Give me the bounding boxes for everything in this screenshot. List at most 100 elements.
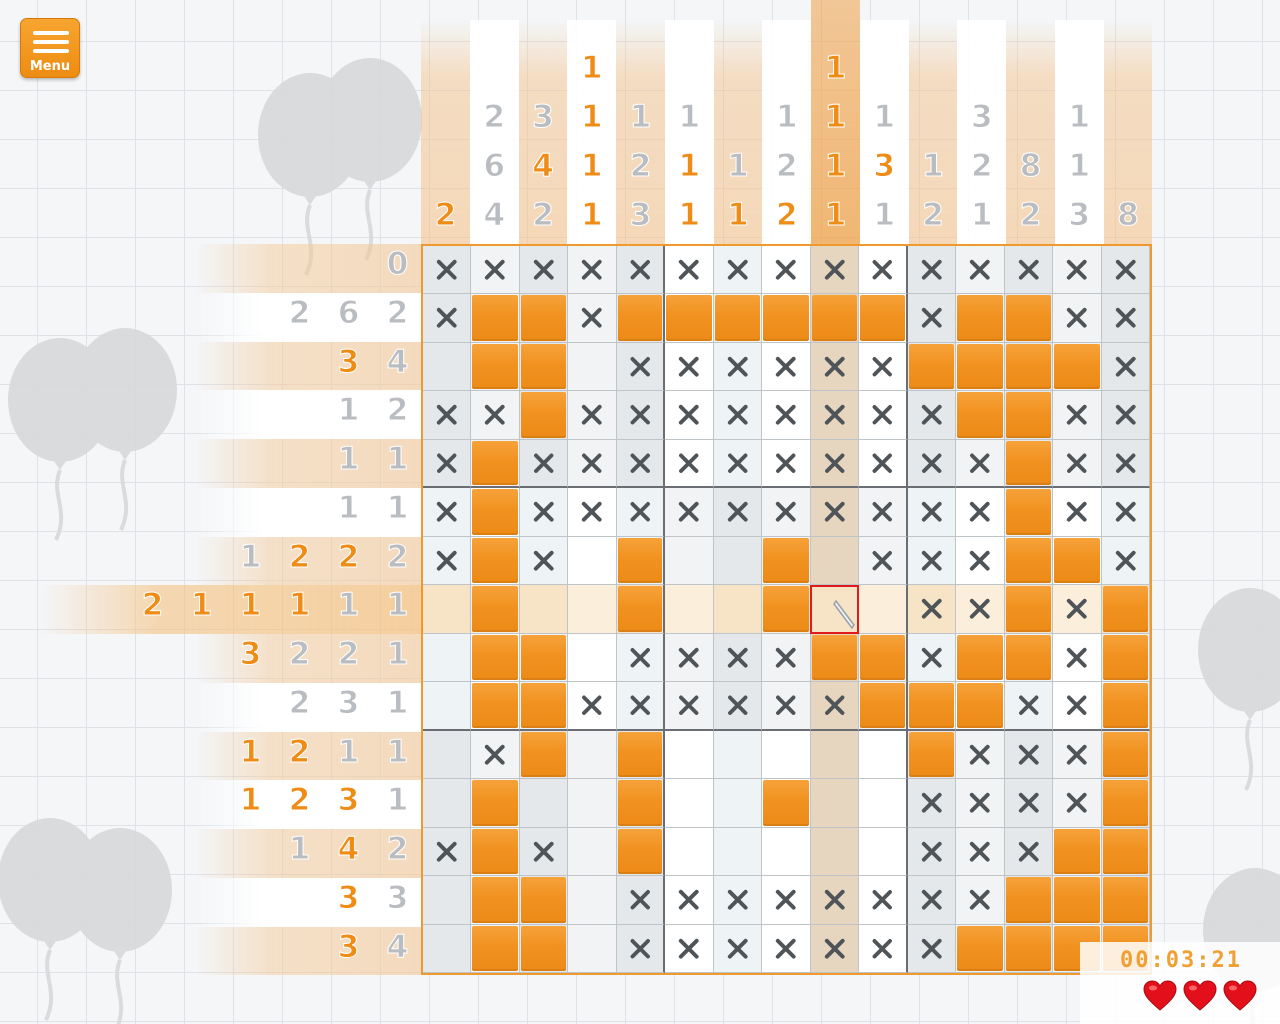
grid-cell[interactable] [423, 876, 472, 925]
grid-cell[interactable] [1101, 730, 1150, 780]
grid-cell[interactable] [665, 730, 714, 780]
grid-cell[interactable] [665, 342, 714, 392]
grid-cell[interactable] [1101, 876, 1150, 925]
grid-cell[interactable] [956, 633, 1005, 683]
grid-cell[interactable] [568, 924, 617, 973]
grid-cell[interactable] [519, 730, 569, 780]
grid-cell[interactable] [616, 924, 666, 973]
grid-cell[interactable] [519, 246, 569, 295]
grid-cell[interactable] [762, 536, 811, 586]
grid-cell[interactable] [713, 342, 763, 392]
grid-cell[interactable] [471, 779, 520, 828]
grid-cell[interactable] [956, 682, 1005, 731]
grid-cell[interactable] [956, 342, 1005, 392]
grid-cell[interactable] [762, 439, 811, 489]
grid-cell[interactable] [665, 391, 714, 440]
grid-cell[interactable] [471, 536, 520, 586]
grid-cell[interactable] [713, 779, 763, 828]
grid-cell[interactable] [907, 827, 957, 877]
grid-cell[interactable] [471, 294, 520, 343]
grid-cell[interactable] [956, 827, 1005, 877]
grid-cell[interactable] [907, 585, 957, 634]
grid-cell[interactable] [616, 536, 666, 586]
grid-cell[interactable] [956, 876, 1005, 925]
grid-cell[interactable] [568, 294, 617, 343]
grid-cell[interactable] [616, 246, 666, 295]
grid-cell[interactable] [1053, 827, 1102, 877]
grid-cell[interactable] [762, 246, 811, 295]
grid-cell[interactable] [713, 488, 763, 537]
menu-button[interactable]: Menu [20, 18, 80, 78]
grid-cell[interactable] [859, 488, 908, 537]
grid-cell[interactable] [1053, 391, 1102, 440]
grid-cell[interactable] [1004, 585, 1054, 634]
grid-cell[interactable] [519, 391, 569, 440]
grid-cell[interactable] [471, 682, 520, 731]
grid-cell[interactable] [616, 342, 666, 392]
grid-cell[interactable] [665, 633, 714, 683]
grid-cell[interactable] [1101, 342, 1150, 392]
grid-cell[interactable] [810, 439, 860, 489]
grid-cell[interactable] [956, 294, 1005, 343]
grid-cell[interactable] [1004, 924, 1054, 973]
grid-cell[interactable] [762, 585, 811, 634]
grid-cell[interactable] [616, 682, 666, 731]
grid-cell[interactable] [762, 779, 811, 828]
grid-cell[interactable] [713, 682, 763, 731]
grid-cell[interactable] [568, 730, 617, 780]
grid-cell[interactable] [568, 682, 617, 731]
grid-cell[interactable] [810, 730, 860, 780]
grid-cell[interactable] [1101, 294, 1150, 343]
grid-cell[interactable] [471, 488, 520, 537]
grid-cell[interactable] [616, 488, 666, 537]
grid-cell[interactable] [1053, 633, 1102, 683]
grid-cell[interactable] [423, 730, 472, 780]
grid-cell[interactable] [762, 876, 811, 925]
grid-cell[interactable] [1053, 682, 1102, 731]
grid-cell[interactable] [859, 682, 908, 731]
grid-cell[interactable] [1101, 779, 1150, 828]
grid-cell[interactable] [713, 246, 763, 295]
grid-cell[interactable] [665, 439, 714, 489]
grid-cell[interactable] [519, 585, 569, 634]
grid-cell[interactable] [907, 682, 957, 731]
grid-cell[interactable] [1053, 779, 1102, 828]
grid-cell[interactable] [810, 682, 860, 731]
grid-cell[interactable] [810, 246, 860, 295]
grid-cell[interactable] [665, 924, 714, 973]
grid-cell[interactable] [568, 439, 617, 489]
grid-cell[interactable] [956, 924, 1005, 973]
grid-cell[interactable] [1004, 439, 1054, 489]
grid-cell[interactable] [956, 779, 1005, 828]
grid-cell[interactable] [859, 633, 908, 683]
grid-cell[interactable] [810, 924, 860, 973]
grid-cell[interactable] [810, 779, 860, 828]
grid-cell[interactable] [859, 246, 908, 295]
grid-cell[interactable] [519, 827, 569, 877]
grid-cell[interactable] [1101, 585, 1150, 634]
grid-cell[interactable] [519, 924, 569, 973]
grid-cell[interactable] [956, 439, 1005, 489]
grid-cell[interactable] [859, 342, 908, 392]
grid-cell[interactable] [1004, 827, 1054, 877]
grid-cell[interactable] [616, 439, 666, 489]
grid-cell[interactable] [423, 342, 472, 392]
grid-cell[interactable] [1004, 536, 1054, 586]
grid-cell[interactable] [568, 391, 617, 440]
grid-cell[interactable] [519, 876, 569, 925]
grid-cell[interactable] [471, 876, 520, 925]
grid-cell[interactable] [519, 342, 569, 392]
grid-cell[interactable] [519, 682, 569, 731]
grid-cell[interactable] [568, 585, 617, 634]
grid-cell[interactable] [1053, 536, 1102, 586]
grid-cell[interactable] [471, 342, 520, 392]
grid-cell[interactable] [1101, 827, 1150, 877]
grid-cell[interactable] [519, 439, 569, 489]
grid-cell[interactable] [665, 585, 714, 634]
grid-cell[interactable] [907, 294, 957, 343]
grid-cell[interactable] [423, 294, 472, 343]
grid-cell[interactable] [956, 585, 1005, 634]
grid-cell[interactable] [1053, 294, 1102, 343]
grid-cell[interactable] [1053, 876, 1102, 925]
grid-cell[interactable] [713, 439, 763, 489]
